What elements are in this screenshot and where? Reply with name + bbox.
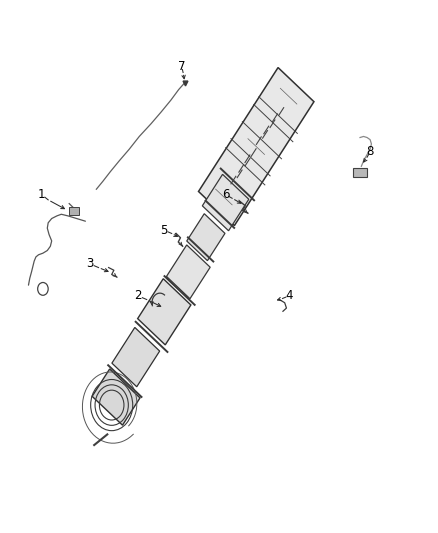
Polygon shape (202, 174, 249, 231)
Polygon shape (166, 245, 210, 298)
Text: 2: 2 (134, 289, 142, 302)
FancyBboxPatch shape (353, 168, 367, 177)
Polygon shape (92, 369, 140, 425)
Text: 5: 5 (161, 224, 168, 237)
Text: 3: 3 (86, 257, 93, 270)
Text: 6: 6 (222, 188, 230, 201)
FancyBboxPatch shape (69, 207, 79, 215)
Polygon shape (138, 279, 191, 345)
Text: 1: 1 (38, 188, 46, 201)
Polygon shape (112, 327, 160, 387)
Polygon shape (198, 68, 314, 225)
Polygon shape (187, 214, 225, 261)
Text: 4: 4 (285, 289, 293, 302)
Text: 8: 8 (367, 146, 374, 158)
Text: 7: 7 (178, 60, 186, 73)
